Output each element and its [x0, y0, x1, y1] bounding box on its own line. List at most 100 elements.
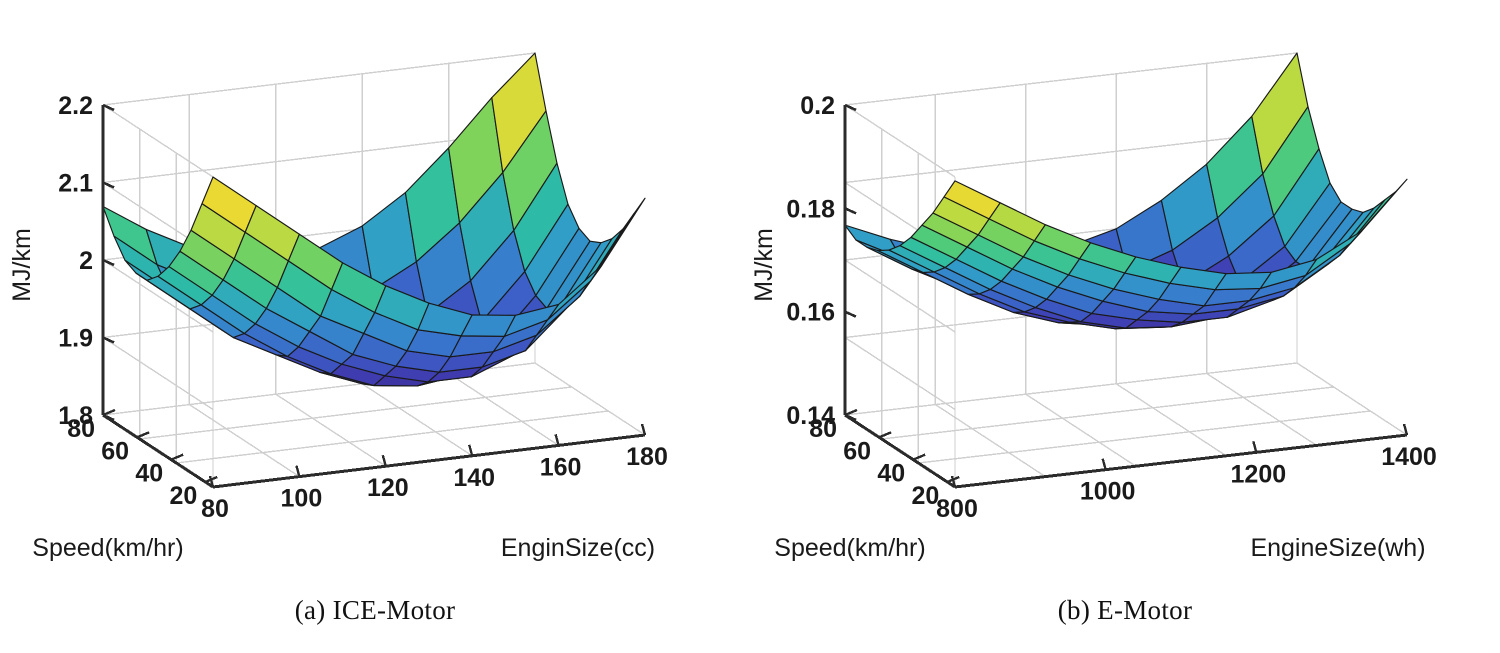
y-tick-label: 60: [843, 437, 871, 465]
y-tick-label: 40: [877, 460, 905, 488]
x-tick-label: 80: [201, 495, 229, 523]
z-tick: [844, 103, 857, 112]
wall-grid-line: [844, 259, 956, 333]
x-tick-label: 1200: [1231, 460, 1287, 488]
wall-grid-line: [844, 362, 1298, 416]
wall-grid-line: [844, 52, 1298, 106]
z-tick-label: 0.2: [800, 92, 835, 120]
z-tick: [844, 413, 857, 422]
floor-grid-line: [176, 410, 609, 464]
x-tick-label: 140: [453, 464, 495, 492]
x-tick-label: 1000: [1080, 478, 1136, 506]
y-tick-label: 20: [169, 482, 197, 510]
x-tick-label: 1400: [1381, 443, 1437, 471]
x-axis-label: EngineSize(wh): [1250, 534, 1425, 562]
floor-grid-line: [1296, 362, 1408, 436]
z-tick-label: 2: [79, 247, 93, 275]
y-axis-spine: [102, 413, 214, 489]
x-axis-spine: [212, 433, 646, 489]
x-tick: [1252, 441, 1258, 453]
z-tick-label: 0.18: [786, 195, 835, 223]
floor-grid-line: [1115, 383, 1227, 457]
z-tick: [102, 258, 115, 267]
z-tick: [844, 207, 857, 215]
floor-grid-line: [935, 404, 1046, 478]
x-tick: [554, 434, 560, 446]
floor-grid-line: [534, 362, 646, 436]
y-tick: [102, 408, 116, 417]
panel-caption-a: (a) ICE-Motor: [294, 595, 456, 625]
z-tick: [102, 103, 115, 112]
floor-grid-line: [189, 404, 300, 478]
z-tick-label: 2.1: [58, 170, 93, 198]
floor-grid-line: [918, 410, 1371, 464]
surface-facet: [1350, 178, 1408, 244]
wall-grid-line: [844, 336, 956, 411]
x-tick: [950, 475, 957, 488]
z-tick-label: 1.9: [58, 325, 93, 353]
x-axis-spine: [954, 433, 1408, 489]
z-tick-label: 2.2: [58, 92, 93, 120]
z-tick: [102, 181, 115, 189]
x-tick-label: 160: [540, 453, 582, 481]
x-tick: [208, 475, 215, 488]
wall-grid-line: [844, 104, 956, 178]
surface-layer: [844, 52, 1408, 330]
floor-grid-line: [275, 393, 387, 467]
x-tick: [1402, 423, 1409, 436]
x-axis-label: EnginSize(cc): [501, 534, 655, 562]
z-tick-label: 0.14: [786, 402, 835, 430]
x-tick: [640, 423, 647, 436]
floor-grid-line: [1025, 393, 1137, 467]
x-tick-label: 120: [367, 474, 409, 502]
wall-grid-line: [102, 52, 536, 106]
x-tick: [295, 465, 301, 477]
floor-grid-line: [1206, 372, 1317, 446]
x-tick: [381, 454, 387, 467]
y-tick-label: 80: [67, 415, 95, 443]
y-tick-label: 40: [135, 460, 163, 488]
y-tick-label: 80: [809, 415, 837, 443]
wall-grid-line: [844, 129, 1298, 184]
y-axis-label: Speed(km/hr): [32, 534, 183, 562]
floor-grid-line: [139, 386, 572, 440]
x-tick-label: 100: [281, 485, 323, 513]
wall-grid-line: [102, 104, 214, 178]
surface-facet: [590, 197, 646, 282]
x-tick-label: 800: [936, 495, 978, 523]
z-axis-label: MJ/km: [750, 228, 778, 302]
chart-panel-ice-motor: 2.2 2.1 2 1.9 1.8 80 60 40 20 80 100 120 140 160 180 MJ…: [8, 52, 668, 625]
floor-grid-line: [881, 386, 1334, 440]
x-tick: [1101, 458, 1107, 470]
y-tick: [844, 408, 858, 417]
y-tick: [170, 453, 184, 461]
x-tick: [468, 444, 474, 457]
chart-panel-e-motor: 0.2 0.18 0.16 0.14 80 60 40 20 800 1000 1200 1400 MJ…: [750, 0, 1500, 653]
z-tick: [102, 336, 115, 344]
y-axis-spine: [844, 413, 956, 489]
axis-layer: [843, 103, 1409, 489]
y-tick: [912, 453, 926, 461]
y-tick: [878, 431, 892, 439]
wall-grid-line: [102, 259, 214, 333]
wall-grid-line: [102, 336, 214, 411]
y-tick-label: 60: [101, 437, 129, 465]
floor-grid-line: [361, 383, 473, 457]
axis-layer: [101, 103, 647, 489]
y-axis-label: Speed(km/hr): [774, 534, 925, 562]
surface-layer: [102, 52, 646, 387]
z-tick-label: 0.16: [786, 299, 835, 327]
panel-caption-b: (b) E-Motor: [1057, 595, 1193, 625]
x-tick-label: 180: [626, 443, 668, 471]
y-tick-label: 20: [911, 482, 939, 510]
z-tick: [102, 413, 115, 422]
y-tick: [136, 431, 150, 439]
z-tick-label: 1.8: [58, 402, 93, 430]
floor-grid-line: [448, 372, 559, 446]
z-axis-label: MJ/km: [8, 228, 36, 302]
